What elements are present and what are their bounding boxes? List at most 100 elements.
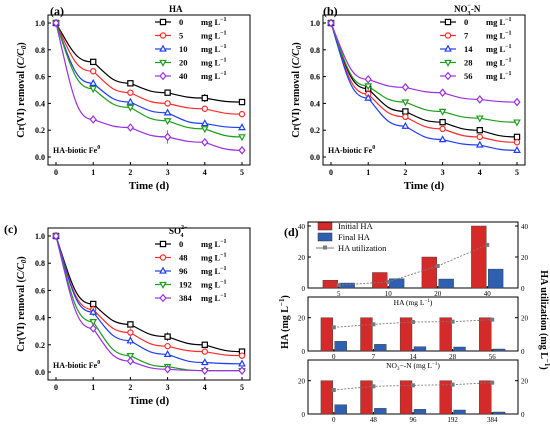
data-point (127, 80, 134, 87)
y-tick-label: 20 (298, 254, 306, 262)
data-point (201, 105, 208, 112)
legend-label-sup: −1 (220, 239, 226, 245)
annotation-sup: 0 (97, 145, 100, 151)
y-tick-label: 40 (298, 223, 306, 231)
legend-marker (159, 254, 167, 261)
y-axis-label-part: ) (16, 42, 27, 45)
legend-swatch (317, 232, 333, 242)
legend-label-sup: −1 (220, 31, 226, 37)
legend-label: Initial HA (338, 221, 374, 231)
utilization-point (386, 279, 391, 284)
legend-label-sup: −1 (505, 31, 511, 37)
data-point (127, 321, 134, 328)
y-tick-label: 0.2 (310, 126, 320, 135)
legend-label: HA utilization (338, 243, 387, 253)
panel-label: (b) (323, 4, 338, 18)
x-axis-label-part: −-N (mg L (399, 361, 432, 370)
legend-marker (444, 44, 452, 52)
y-tick-label-right: 0 (521, 285, 525, 293)
bar-initial-56 (479, 317, 492, 352)
data-point (127, 329, 134, 336)
y-axis-label: HA (mg L−1) (278, 295, 291, 349)
data-point (163, 118, 172, 126)
bar-final-14 (413, 346, 427, 352)
utilization-point (331, 388, 336, 392)
legend-marker (159, 293, 167, 303)
x-axis-label-sup: −1 (432, 362, 438, 367)
legend-label-unit: mg L (201, 239, 220, 249)
bar-final-20 (438, 278, 454, 289)
y-axis-label-part: ) (16, 256, 27, 259)
x-axis-label-part: NO (386, 361, 397, 370)
bar-final-0 (334, 404, 347, 415)
x-tick-label: 96 (410, 416, 418, 424)
data-point (201, 94, 208, 102)
x-tick-label: 0 (329, 168, 333, 177)
bar-initial-20 (421, 256, 437, 289)
data-point (476, 133, 483, 141)
y-tick-label-right: 0 (521, 411, 525, 419)
data-point (238, 123, 246, 131)
legend-title: NO3 −-N (454, 3, 481, 17)
legend-label: 96 mg L−1 (179, 266, 227, 276)
legend-marker (444, 71, 452, 81)
data-point (438, 108, 447, 116)
y-axis-label-sub: 0 (20, 259, 28, 263)
y-tick-label: 0.6 (35, 73, 45, 82)
legend-label-sup: −1 (220, 253, 226, 259)
legend-label: 10 mg L−1 (179, 44, 227, 54)
legend-label-sup: −1 (220, 71, 226, 77)
y-axis-label-right-part: ) (538, 366, 549, 369)
x-axis-label: NO3−-N (mg L−1) (386, 361, 440, 372)
x-axis-label: HA (mg L−1) (394, 298, 433, 307)
legend-title-part: -N (471, 4, 481, 14)
legend-marker (444, 18, 452, 26)
utilization-line (333, 319, 493, 328)
utilization-point (490, 317, 495, 322)
utilization-point (485, 242, 490, 247)
data-point (364, 83, 373, 91)
bar-initial-5 (322, 280, 338, 289)
data-point (475, 140, 484, 148)
legend-label: Final HA (338, 232, 371, 242)
legend-marker (159, 71, 167, 81)
x-tick-label: 2 (128, 383, 132, 392)
y-tick-label: 0 (302, 411, 306, 419)
y-tick-label-right: 0 (521, 348, 525, 356)
legend-label-sup: −1 (505, 58, 511, 64)
x-axis-label: Time (d) (129, 395, 170, 407)
x-tick-label: 0 (332, 353, 336, 361)
y-axis-label-part: ) (280, 295, 291, 298)
legend-label-value: 56 (464, 71, 473, 81)
legend-marker (159, 281, 167, 289)
bar-initial-48 (360, 380, 373, 415)
data-point (364, 93, 373, 101)
legend-title-sub: 3 (468, 11, 471, 17)
legend-label-unit: mg L (486, 17, 505, 27)
legend-label-sup: −1 (505, 17, 511, 23)
x-tick-label: 5 (240, 168, 244, 177)
x-tick-label: 0 (54, 383, 58, 392)
y-tick-label: 0 (302, 285, 306, 293)
annotation-part: HA-biotic Fe (328, 146, 373, 155)
y-axis-label-right-part: HA utilization (mg L (538, 270, 549, 359)
x-tick-label: 2 (403, 168, 407, 177)
x-tick-label: 40 (484, 290, 492, 298)
legend-label-sup: −1 (220, 266, 226, 272)
legend-label: 0 mg L−1 (464, 17, 512, 27)
legend-title: HA (169, 4, 183, 14)
data-point (126, 123, 135, 132)
utilization-point (371, 384, 376, 389)
x-axis-label: Time (d) (404, 180, 445, 192)
data-point (476, 95, 484, 104)
legend-label-sup: −1 (220, 293, 226, 299)
x-tick-label: 1 (91, 383, 95, 392)
x-axis-label-part: HA (mg L (394, 298, 425, 307)
y-axis-label-part: HA (mg L (280, 306, 291, 349)
y-axis-label-part: C/C (16, 263, 27, 279)
bar-initial-96 (399, 380, 413, 415)
utilization-point (371, 322, 376, 327)
x-tick-label: 4 (478, 168, 482, 177)
data-point (89, 319, 98, 327)
